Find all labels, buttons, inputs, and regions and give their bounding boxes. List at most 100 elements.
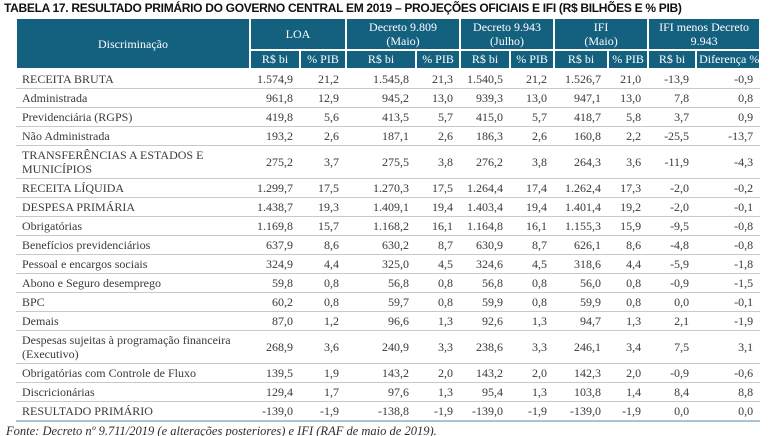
subcolumn-ifi-rsbi: R$ bi: [553, 49, 610, 70]
row-label: Obrigatórias com Controle de Fluxo: [16, 363, 250, 383]
row-label: Administrada: [16, 88, 250, 108]
value-cell: 142,3: [554, 363, 609, 383]
value-cell: 264,3: [554, 145, 609, 179]
value-cell: 143,2: [460, 363, 511, 383]
value-cell: 56,8: [460, 273, 511, 293]
value-cell: -1,5: [696, 273, 761, 293]
table-row: RECEITA LÍQUIDA 1.299,7 17,5 1.270,3 17,5 1.2…: [16, 178, 761, 198]
value-cell: 3,3: [510, 330, 555, 364]
row-label: Despesas sujeitas à programação financei…: [16, 330, 250, 364]
column-group-loa: LOA: [248, 17, 348, 51]
table-row: RECEITA BRUTA 1.574,9 21,2 1.545,8 21,3 1.540…: [16, 69, 761, 89]
value-cell: 4,4: [608, 254, 649, 274]
row-label: RESULTADO PRIMÁRIO: [16, 401, 250, 422]
value-cell: 419,8: [250, 107, 300, 127]
row-label: RECEITA BRUTA: [16, 69, 250, 89]
value-cell: 0,8: [300, 273, 347, 293]
value-cell: -1,9: [416, 401, 461, 422]
value-cell: 8,7: [510, 235, 555, 255]
subcolumn-d9943-rsbi: R$ bi: [459, 49, 512, 70]
column-group-ifi: IFI (Maio): [553, 17, 650, 51]
value-cell: -1,9: [300, 401, 347, 422]
value-cell: 3,8: [416, 145, 461, 179]
value-cell: 17,5: [300, 178, 347, 198]
value-cell: 1.164,8: [460, 216, 511, 236]
value-cell: 3,7: [648, 107, 697, 127]
value-cell: 0,0: [648, 401, 697, 422]
value-cell: -4,3: [696, 145, 761, 179]
value-cell: 92,6: [460, 311, 511, 331]
value-cell: 626,1: [554, 235, 609, 255]
table-row: BPC 60,2 0,8 59,7 0,8 59,9 0,8 59,9 0,8 0,0 -0,1: [16, 292, 761, 312]
value-cell: 0,8: [510, 292, 555, 312]
value-cell: 630,9: [460, 235, 511, 255]
value-cell: 0,8: [416, 292, 461, 312]
subcolumn-d9809-rsbi: R$ bi: [345, 49, 418, 70]
value-cell: 8,6: [608, 235, 649, 255]
value-cell: 1.299,7: [250, 178, 300, 198]
value-cell: 56,0: [554, 273, 609, 293]
value-cell: 1.168,2: [346, 216, 417, 236]
table-row: Demais 87,0 1,2 96,6 1,3 92,6 1,3 94,7 1,3 2,1 -1,…: [16, 311, 761, 331]
value-cell: 19,4: [510, 197, 555, 217]
value-cell: 324,9: [250, 254, 300, 274]
value-cell: 15,7: [300, 216, 347, 236]
subcolumn-d9943-pib: % PIB: [509, 49, 556, 70]
value-cell: -1,9: [510, 401, 555, 422]
value-cell: 1.403,4: [460, 197, 511, 217]
value-cell: 1.526,7: [554, 69, 609, 89]
value-cell: -2,0: [648, 197, 697, 217]
subcolumn-loa-rsbi: R$ bi: [249, 49, 301, 70]
value-cell: 637,9: [250, 235, 300, 255]
value-cell: 59,7: [346, 292, 417, 312]
value-cell: 95,4: [460, 382, 511, 402]
value-cell: -139,0: [460, 401, 511, 422]
value-cell: 1.545,8: [346, 69, 417, 89]
value-cell: 268,9: [250, 330, 300, 364]
value-cell: 3,7: [300, 145, 347, 179]
value-cell: 13,0: [416, 88, 461, 108]
value-cell: 1.401,4: [554, 197, 609, 217]
value-cell: 275,5: [346, 145, 417, 179]
value-cell: 413,5: [346, 107, 417, 127]
value-cell: 0,8: [696, 88, 761, 108]
value-cell: 87,0: [250, 311, 300, 331]
value-cell: 97,6: [346, 382, 417, 402]
row-label: DESPESA PRIMÁRIA: [16, 197, 250, 217]
value-cell: 15,9: [608, 216, 649, 236]
value-cell: 2,6: [416, 126, 461, 146]
value-cell: 0,8: [510, 273, 555, 293]
column-header-discriminacao: Discriminação: [15, 17, 251, 70]
value-cell: 13,0: [510, 88, 555, 108]
value-cell: 1,7: [300, 382, 347, 402]
row-label: TRANSFERÊNCIAS A ESTADOS E MUNICÍPIOS: [16, 145, 250, 179]
value-cell: 3,1: [696, 330, 761, 364]
value-cell: 3,8: [510, 145, 555, 179]
value-cell: 246,1: [554, 330, 609, 364]
value-cell: 275,2: [250, 145, 300, 179]
value-cell: 3,3: [416, 330, 461, 364]
value-cell: 415,0: [460, 107, 511, 127]
value-cell: 1.155,3: [554, 216, 609, 236]
value-cell: 60,2: [250, 292, 300, 312]
table-row: Benefícios previdenciários 637,9 8,6 630,2 8…: [16, 235, 761, 255]
value-cell: 1,3: [608, 311, 649, 331]
value-cell: -139,0: [554, 401, 609, 422]
value-cell: -1,8: [696, 254, 761, 274]
value-cell: -139,0: [250, 401, 300, 422]
value-cell: -11,9: [648, 145, 697, 179]
value-cell: 3,6: [608, 145, 649, 179]
table-row: RESULTADO PRIMÁRIO -139,0 -1,9 -138,8 -1,9 -1…: [16, 401, 761, 422]
value-cell: 16,1: [416, 216, 461, 236]
value-cell: -1,9: [696, 311, 761, 331]
column-group-decreto-9809: Decreto 9.809 (Maio): [345, 17, 462, 51]
value-cell: 0,0: [648, 292, 697, 312]
value-cell: -25,5: [648, 126, 697, 146]
value-cell: 139,5: [250, 363, 300, 383]
value-cell: 1.540,5: [460, 69, 511, 89]
value-cell: 418,7: [554, 107, 609, 127]
value-cell: 4,5: [510, 254, 555, 274]
value-cell: 4,5: [416, 254, 461, 274]
row-label: Pessoal e encargos sociais: [16, 254, 250, 274]
